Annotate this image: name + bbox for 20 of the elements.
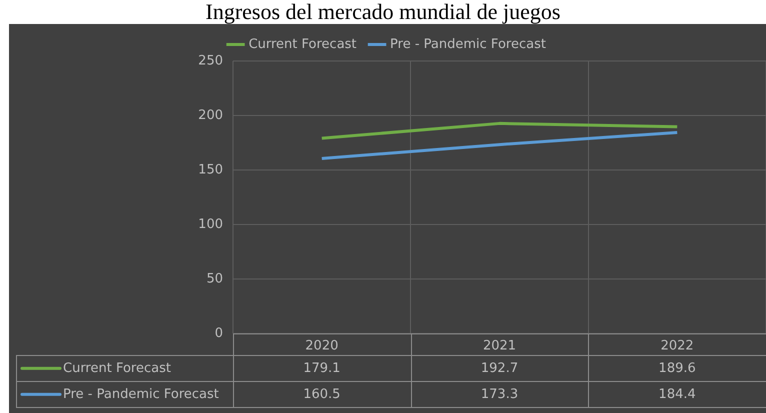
legend-label: Current Forecast	[248, 36, 357, 52]
chart-title: Ingresos del mercado mundial de juegos	[204, 0, 562, 24]
legend-label: Pre - Pandemic Forecast	[390, 36, 546, 52]
y-tick-label: 200	[198, 108, 223, 123]
y-tick-label: 250	[198, 53, 223, 68]
data-label: 179.1	[303, 360, 340, 376]
y-tick-label: 100	[198, 216, 223, 232]
data-label: 192.7	[480, 360, 518, 376]
x-tick-label: 2021	[482, 338, 516, 354]
y-tick-label: 50	[206, 271, 223, 286]
data-label: 173.3	[480, 386, 518, 402]
x-tick-label: 2022	[660, 338, 694, 354]
data-label: 184.4	[658, 386, 696, 402]
x-tick-label: 2020	[305, 338, 338, 354]
y-tick-label: 150	[198, 162, 223, 178]
data-label: 160.5	[303, 386, 340, 402]
data-label: 189.6	[658, 360, 696, 376]
y-tick-label: 0	[214, 326, 223, 341]
text: Current Forecast	[63, 360, 171, 376]
text: Pre - Pandemic Forecast	[63, 386, 219, 402]
